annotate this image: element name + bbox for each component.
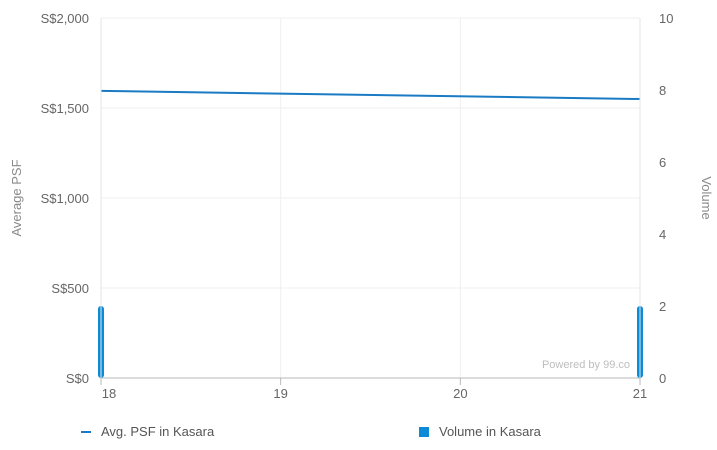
y-right-tick-label: 0 <box>659 371 666 386</box>
legend-item-volume[interactable]: Volume in Kasara <box>419 424 542 439</box>
y-left-tick-label: S$500 <box>51 281 89 296</box>
y-right-tick-label: 4 <box>659 227 666 242</box>
y-axis-left-title: Average PSF <box>9 159 24 236</box>
legend: Avg. PSF in Kasara Volume in Kasara <box>81 424 542 439</box>
y-right-tick-label: 6 <box>659 155 666 170</box>
grid-layer <box>100 17 641 378</box>
y-left-tick-label: S$1,000 <box>41 191 89 206</box>
x-tick-label: 19 <box>273 386 287 401</box>
x-tick-label: 18 <box>102 386 116 401</box>
legend-label-avg-psf: Avg. PSF in Kasara <box>101 424 215 439</box>
labels-layer: 18 19 20 21 S$0 S$500 S$1,000 S$1,500 S$2,000 0 2 4… <box>41 11 674 401</box>
x-tick-label: 20 <box>453 386 467 401</box>
legend-line-swatch <box>81 431 91 433</box>
line-layer <box>100 89 641 100</box>
x-tick-label: 21 <box>633 386 647 401</box>
avg-psf-line <box>100 89 641 100</box>
legend-bar-swatch <box>419 427 429 437</box>
axes-layer <box>100 18 641 385</box>
y-axis-right-title: Volume <box>699 176 714 219</box>
legend-label-volume: Volume in Kasara <box>439 424 542 439</box>
y-left-tick-label: S$2,000 <box>41 11 89 26</box>
y-right-tick-label: 2 <box>659 299 666 314</box>
watermark-text: Powered by 99.co <box>542 359 630 371</box>
legend-item-avg-psf[interactable]: Avg. PSF in Kasara <box>81 424 215 439</box>
y-left-tick-label: S$1,500 <box>41 101 89 116</box>
y-right-tick-label: 8 <box>659 83 666 98</box>
y-left-tick-label: S$0 <box>66 371 89 386</box>
y-right-tick-label: 10 <box>659 11 673 26</box>
